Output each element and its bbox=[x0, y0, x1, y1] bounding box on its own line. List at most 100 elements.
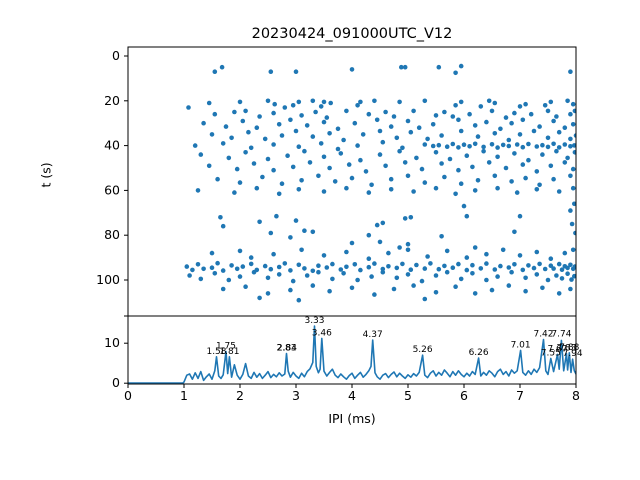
scatter-point bbox=[408, 129, 414, 135]
scatter-point bbox=[328, 100, 334, 106]
scatter-point bbox=[383, 163, 388, 169]
scatter-point bbox=[246, 129, 251, 135]
scatter-point bbox=[436, 64, 442, 70]
scatter-point bbox=[422, 98, 428, 104]
y-tick-label: 0 bbox=[112, 375, 120, 390]
scatter-point bbox=[288, 268, 293, 273]
x-tick-label: 7 bbox=[516, 388, 524, 403]
scatter-point bbox=[234, 166, 240, 172]
scatter-point bbox=[506, 265, 512, 270]
scatter-point bbox=[276, 122, 282, 127]
scatter-point bbox=[374, 222, 380, 228]
scatter-point bbox=[394, 265, 400, 271]
scatter-point bbox=[383, 109, 388, 115]
scatter-point bbox=[570, 185, 576, 191]
scatter-point bbox=[526, 141, 531, 147]
x-tick-label: 3 bbox=[292, 388, 300, 403]
x-tick-label: 1 bbox=[180, 388, 188, 403]
scatter-point bbox=[458, 99, 464, 105]
scatter-point bbox=[537, 124, 542, 129]
scatter-point bbox=[271, 142, 276, 147]
scatter-point bbox=[254, 185, 260, 191]
scatter-point bbox=[262, 136, 268, 142]
scatter-point bbox=[288, 287, 293, 293]
scatter-point bbox=[265, 156, 271, 162]
scatter-point bbox=[321, 154, 327, 160]
scatter-point bbox=[526, 157, 531, 163]
scatter-point bbox=[540, 142, 545, 148]
scatter-point bbox=[349, 67, 355, 72]
scatter-point bbox=[486, 160, 492, 165]
scatter-point bbox=[456, 145, 461, 150]
scatter-point bbox=[344, 108, 349, 114]
scatter-point bbox=[569, 277, 574, 282]
scatter-point bbox=[195, 188, 201, 193]
scatter-point bbox=[414, 155, 419, 161]
scatter-point bbox=[528, 111, 534, 117]
scatter-point bbox=[551, 176, 556, 182]
scatter-point bbox=[548, 163, 554, 169]
scatter-point bbox=[352, 120, 358, 126]
scatter-point bbox=[279, 133, 285, 138]
scatter-point bbox=[492, 173, 498, 179]
scatter-point bbox=[271, 251, 276, 257]
peak-label: 7.67 bbox=[547, 344, 567, 354]
scatter-point bbox=[293, 128, 299, 134]
scatter-point bbox=[369, 274, 374, 279]
scatter-point bbox=[338, 151, 344, 156]
peak-annotations: 1.581.751.81 2.832.84 3.33 3.46 4.37 5.26 6.26… bbox=[206, 316, 582, 359]
scatter-point bbox=[257, 295, 262, 301]
scatter-point bbox=[397, 99, 402, 105]
scatter-point bbox=[355, 103, 360, 108]
scatter-point bbox=[492, 100, 498, 106]
scatter-point bbox=[512, 262, 517, 267]
scatter-point bbox=[444, 248, 450, 254]
scatter-point bbox=[573, 230, 576, 236]
scatter-point bbox=[562, 125, 568, 130]
scatter-point bbox=[422, 266, 428, 271]
scatter-point bbox=[545, 108, 551, 114]
scatter-point bbox=[219, 64, 225, 70]
peak-label: 1.75 bbox=[216, 342, 236, 352]
scatter-point bbox=[296, 297, 302, 303]
scatter-point bbox=[220, 268, 226, 273]
scatter-point bbox=[296, 187, 302, 192]
scatter-point bbox=[433, 290, 439, 295]
scatter-point bbox=[503, 115, 509, 120]
scatter-point bbox=[554, 114, 559, 119]
scatter-point bbox=[534, 169, 540, 174]
scatter-point bbox=[568, 111, 573, 117]
scatter-point bbox=[391, 286, 397, 292]
scatter-point bbox=[570, 247, 576, 253]
scatter-point bbox=[458, 63, 464, 69]
scatter-point bbox=[268, 230, 274, 236]
scatter-point bbox=[430, 122, 436, 127]
scatter-point bbox=[484, 119, 489, 125]
peak-label: 6.26 bbox=[469, 348, 489, 358]
scatter-point bbox=[229, 135, 234, 141]
y-tick-label: 10 bbox=[104, 335, 120, 350]
scatter-point bbox=[548, 99, 554, 105]
scatter-point bbox=[405, 173, 411, 179]
scatter-point bbox=[402, 64, 408, 70]
scatter-point bbox=[366, 111, 372, 117]
peak-label: 2.84 bbox=[277, 344, 297, 354]
scatter-point bbox=[481, 148, 486, 154]
scatter-point bbox=[272, 101, 278, 107]
scatter-point bbox=[388, 124, 394, 129]
peak-label: 7.01 bbox=[511, 340, 531, 350]
scatter-point bbox=[439, 161, 444, 166]
scatter-point bbox=[422, 180, 428, 185]
scatter-point bbox=[569, 221, 575, 227]
scatter-point bbox=[548, 256, 554, 262]
x-tick-label: 4 bbox=[348, 388, 356, 403]
scatter-point bbox=[565, 265, 570, 271]
scatter-point bbox=[335, 126, 341, 132]
scatter-point bbox=[402, 160, 408, 165]
scatter-point bbox=[366, 264, 372, 270]
scatter-point bbox=[498, 263, 503, 269]
scatter-point bbox=[531, 128, 537, 134]
scatter-point bbox=[509, 179, 514, 184]
scatter-point bbox=[498, 126, 503, 132]
